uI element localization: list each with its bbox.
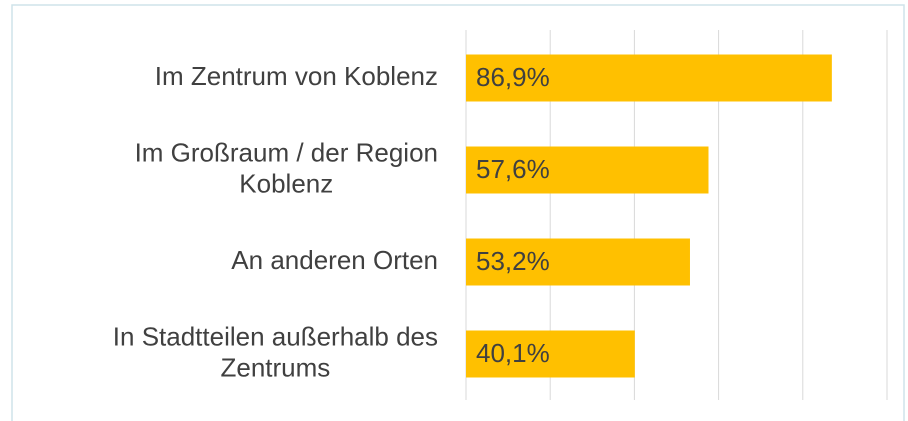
- bar: [466, 54, 832, 102]
- bar: [466, 238, 690, 286]
- category-label: Im Zentrum von Koblenz: [155, 61, 438, 91]
- category-label: Im Großraum / der Region Koblenz: [135, 137, 438, 198]
- category-label: An anderen Orten: [231, 245, 438, 275]
- category-label: In Stadtteilen außerhalb des Zentrums: [113, 321, 438, 382]
- bar: [466, 330, 635, 378]
- frame: [11, 4, 905, 421]
- value-label: 57,6%: [476, 154, 550, 184]
- value-label: 53,2%: [476, 246, 550, 276]
- value-label: 40,1%: [476, 338, 550, 368]
- value-label: 86,9%: [476, 62, 550, 92]
- bar: [466, 146, 709, 194]
